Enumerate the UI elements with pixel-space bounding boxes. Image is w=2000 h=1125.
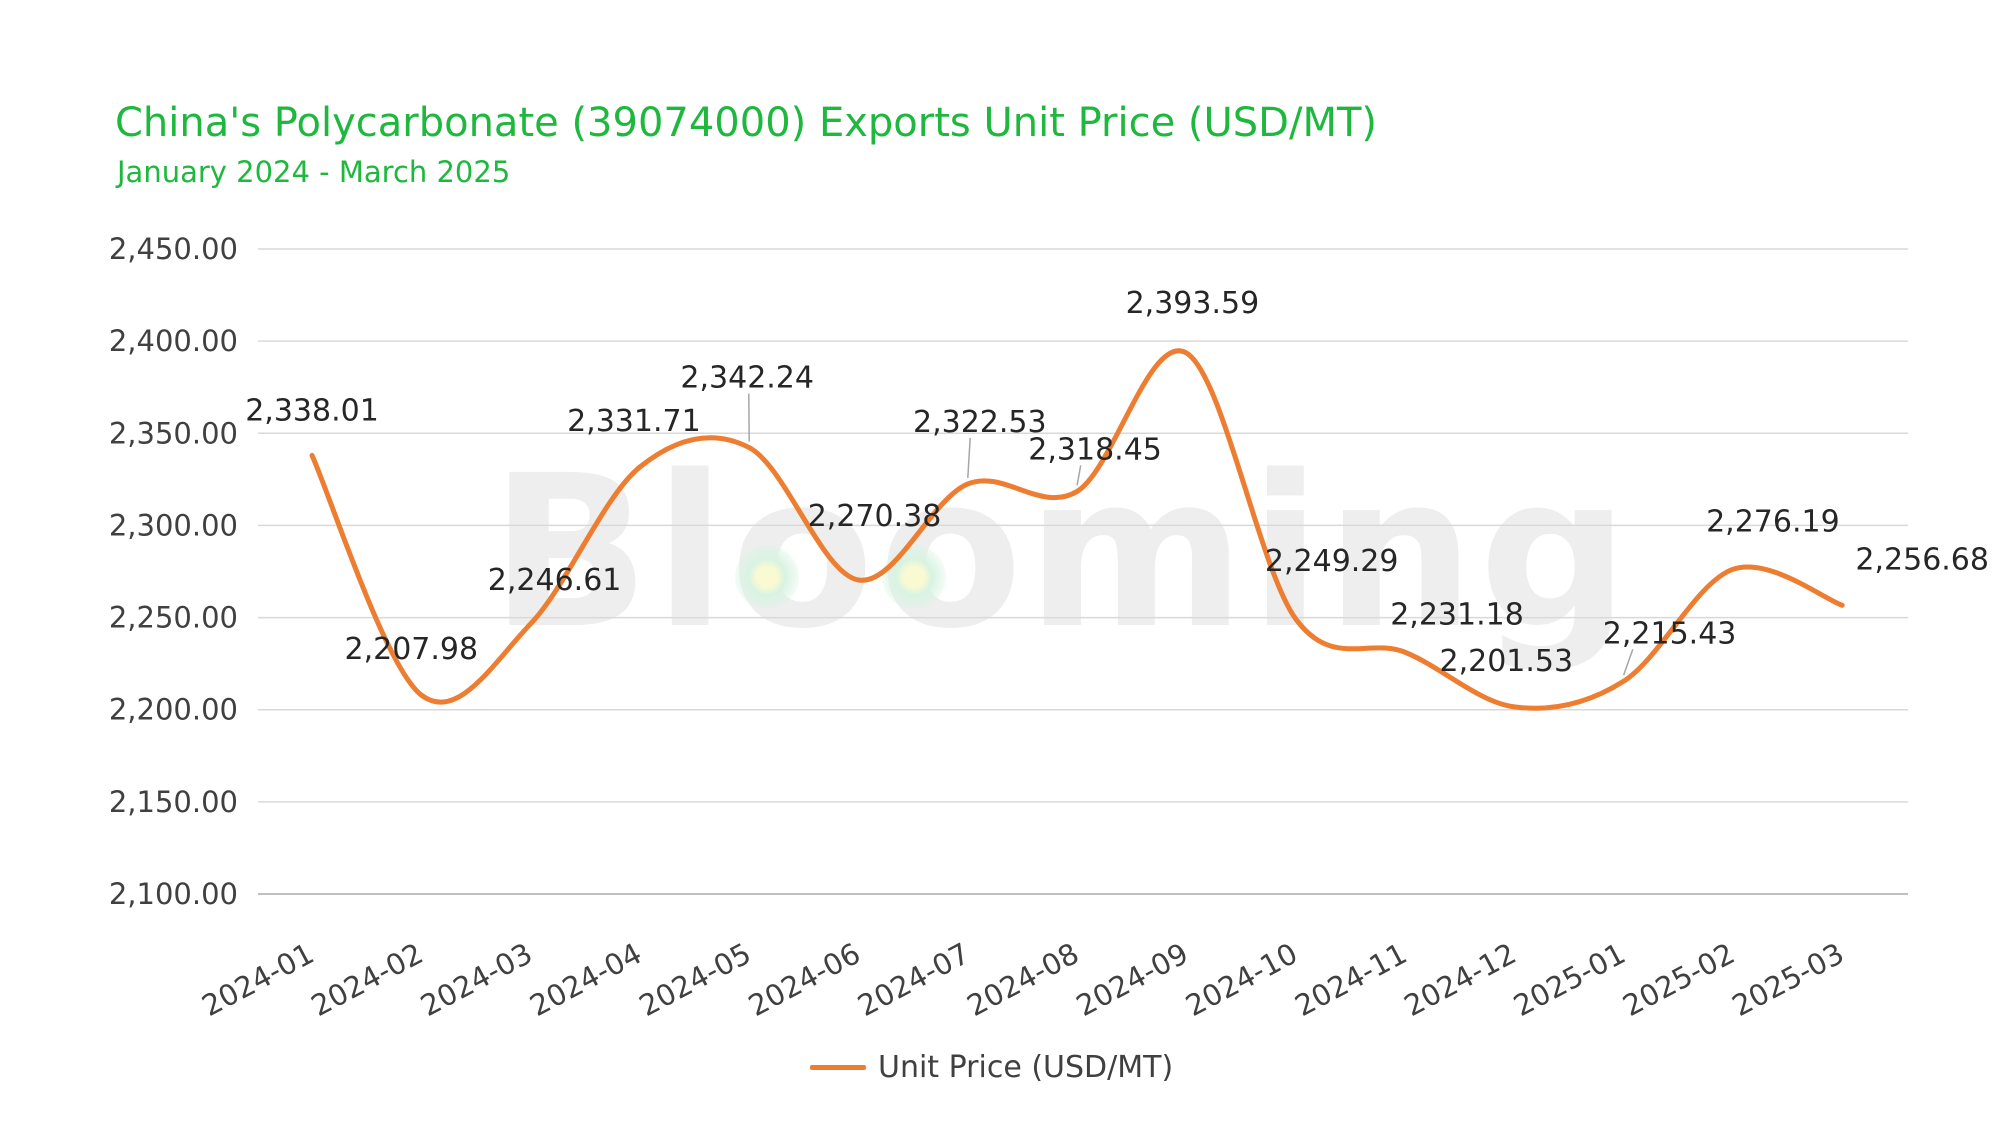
y-tick-label: 2,350.00 [109,416,238,450]
y-tick-label: 2,150.00 [109,785,238,819]
data-label: 2,342.24 [680,361,814,396]
y-tick-label: 2,400.00 [109,324,238,358]
y-axis-ticks: 2,100.00 2,150.00 2,200.00 2,250.00 2,300.00… [109,232,238,911]
watermark-logo: Blooming [490,430,1634,675]
data-label: 2,322.53 [913,405,1047,440]
label-leader-line [1622,649,1634,676]
legend-label: Unit Price (USD/MT) [878,1050,1174,1085]
legend-swatch [810,1065,866,1070]
x-tick-label: 2024-10 [1180,936,1303,1023]
chart-title: China's Polycarbonate (39074000) Exports… [115,100,1377,146]
x-tick-label: 2024-07 [852,936,975,1023]
data-label: 2,276.19 [1706,504,1840,539]
x-tick-label: 2025-01 [1508,936,1631,1023]
x-tick-label: 2025-02 [1617,936,1740,1023]
x-tick-label: 2024-01 [196,936,319,1023]
y-tick-label: 2,200.00 [109,693,238,727]
x-axis-ticks: 2024-012024-022024-032024-042024-052024-… [196,936,1849,1023]
y-tick-label: 2,300.00 [109,508,238,542]
x-tick-label: 2024-05 [634,936,757,1023]
x-tick-label: 2024-09 [1071,936,1194,1023]
x-tick-label: 2024-08 [961,936,1084,1023]
y-tick-label: 2,450.00 [109,232,238,266]
data-label: 2,231.18 [1390,597,1524,632]
data-label: 2,393.59 [1126,286,1260,321]
data-labels: 2,338.01 2,207.98 2,246.61 2,331.71 2,342.24… [245,286,1989,679]
y-tick-label: 2,250.00 [109,601,238,635]
data-label: 2,318.45 [1028,432,1162,467]
watermark-eye-left-icon [735,545,799,609]
x-tick-label: 2024-11 [1289,936,1412,1023]
data-label: 2,270.38 [808,499,942,534]
label-leader-line [1076,465,1082,486]
data-label: 2,246.61 [488,563,622,598]
x-tick-label: 2024-06 [743,936,866,1023]
data-label: 2,249.29 [1265,544,1399,579]
x-tick-label: 2024-02 [306,936,429,1023]
legend: Unit Price (USD/MT) [810,1050,1173,1085]
x-tick-label: 2025-03 [1727,936,1850,1023]
data-label: 2,338.01 [245,393,379,428]
y-tick-label: 2,100.00 [109,877,238,911]
data-label: 2,215.43 [1603,616,1737,651]
watermark-eye-right-icon [882,545,946,609]
data-label: 2,201.53 [1440,644,1574,679]
x-tick-label: 2024-12 [1399,936,1522,1023]
x-tick-label: 2024-03 [415,936,538,1023]
chart-subtitle: January 2024 - March 2025 [117,155,511,189]
series-layer [309,348,1845,711]
series-line-unit-price [309,348,1845,711]
data-label: 2,331.71 [567,404,701,439]
data-label: 2,256.68 [1855,542,1989,577]
data-label: 2,207.98 [345,632,479,667]
x-tick-label: 2024-04 [524,936,647,1023]
label-leader-line [967,437,971,478]
